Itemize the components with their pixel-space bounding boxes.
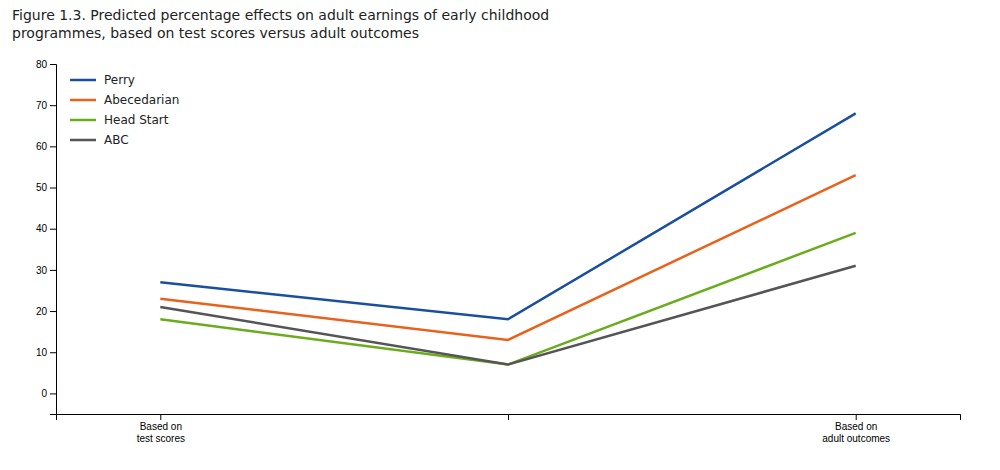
y-tick: 70 (36, 100, 56, 111)
y-tick-label: 80 (36, 59, 48, 70)
y-tick: 10 (36, 347, 56, 358)
y-tick-label: 10 (36, 347, 48, 358)
y-tick: 40 (36, 223, 56, 234)
x-tick: Based ontest scores (137, 414, 185, 444)
legend-swatch (70, 79, 96, 82)
series-line (160, 113, 855, 319)
legend-item: ABC (70, 133, 129, 147)
y-tick: 60 (36, 141, 56, 152)
legend: Perry Abecedarian Head Start ABC (70, 73, 179, 147)
y-tick-mark (50, 393, 56, 394)
y-tick-label: 70 (36, 100, 48, 111)
y-tick-label: 0 (41, 388, 47, 399)
series-line (160, 233, 855, 365)
y-tick-mark (50, 311, 56, 312)
legend-item: Abecedarian (70, 93, 179, 107)
y-tick-label: 30 (36, 265, 48, 276)
y-tick-mark (50, 352, 56, 353)
y-tick: 50 (36, 182, 56, 193)
y-tick-mark (50, 188, 56, 189)
y-tick-label: 60 (36, 141, 48, 152)
x-tick-label: Based ontest scores (137, 421, 185, 444)
y-axis-line (50, 65, 57, 415)
legend-swatch (70, 99, 96, 102)
lines (160, 113, 855, 364)
legend-swatch (70, 119, 96, 122)
series-line (160, 266, 855, 365)
x-tick-mark (508, 414, 509, 420)
y-tick-mark (50, 146, 56, 147)
plot: 01020304050607080Based ontest scoresBase… (36, 59, 961, 444)
x-axis-line (57, 415, 961, 421)
x-axis: Based ontest scores Based onadult outcome… (57, 414, 961, 444)
x-tick-mark (856, 414, 857, 420)
legend-swatch (70, 139, 96, 142)
y-tick-mark (50, 105, 56, 106)
y-tick: 0 (41, 388, 56, 399)
y-tick-mark (50, 64, 56, 65)
y-tick-mark (50, 270, 56, 271)
legend-item: Head Start (70, 113, 169, 127)
series-line (160, 175, 855, 340)
y-axis: 0 10 20 30 40 50 60 70 80 (36, 59, 57, 415)
title: Figure 1.3. Predicted percentage effects… (12, 7, 549, 41)
y-tick: 30 (36, 265, 56, 276)
legend-label: ABC (104, 133, 129, 147)
x-tick-mark (160, 414, 161, 420)
x-tick: Based onadult outcomes (822, 414, 890, 444)
x-tick (508, 414, 509, 420)
y-tick-label: 40 (36, 223, 48, 234)
y-tick-mark (50, 229, 56, 230)
legend-label: Abecedarian (104, 93, 179, 107)
y-tick: 20 (36, 306, 56, 317)
y-tick-label: 50 (36, 182, 48, 193)
legend-item: Perry (70, 73, 135, 87)
y-tick-label: 20 (36, 306, 48, 317)
x-tick-label: Based onadult outcomes (822, 421, 890, 444)
chart: Figure 1.3. Predicted percentage effects… (0, 0, 1000, 470)
legend-label: Head Start (104, 113, 169, 127)
y-tick: 80 (36, 59, 56, 70)
legend-label: Perry (104, 73, 135, 87)
